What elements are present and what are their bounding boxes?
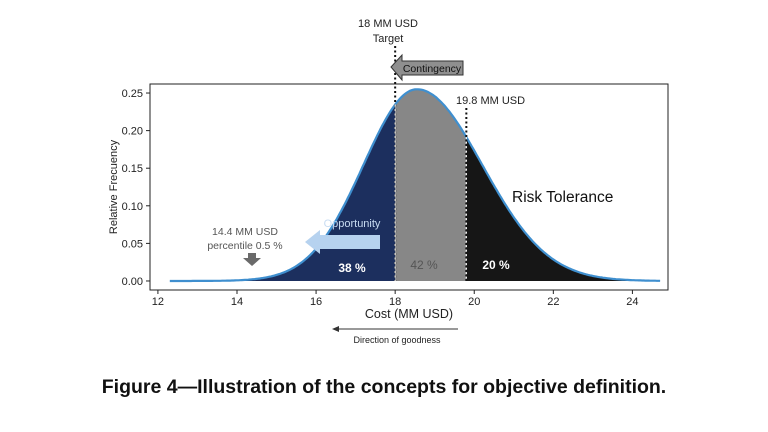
x-tick-label: 12: [152, 296, 164, 308]
axis-ticks: 12 14 16 18 20 22 24 0.00 0.05 0.10 0.15 0.20 0.25: [122, 88, 639, 308]
risk-limit-label: 19.8 MM USD: [456, 95, 525, 107]
x-tick-label: 22: [547, 296, 559, 308]
chart: 12 14 16 18 20 22 24 0.00 0.05 0.10 0.15 0.20 0.25 R…: [108, 18, 669, 345]
target-value-label: 18 MM USD: [358, 18, 418, 30]
target-label: Target: [373, 33, 404, 45]
y-tick-label: 0.20: [122, 126, 143, 138]
risk-tolerance-label: Risk Tolerance: [512, 189, 613, 206]
percentile-marker-icon: [243, 253, 261, 266]
x-tick-label: 18: [389, 296, 401, 308]
y-tick-label: 0.05: [122, 238, 143, 250]
contingency-region: [395, 89, 467, 281]
y-tick-label: 0.25: [122, 88, 143, 100]
figure-caption: Figure 4—Illustration of the concepts fo…: [101, 376, 667, 398]
direction-arrowhead: [332, 326, 339, 332]
opportunity-region: [169, 104, 396, 281]
opportunity-percent: 38 %: [338, 261, 366, 275]
y-tick-label: 0.10: [122, 201, 143, 213]
y-tick-label: 0.00: [122, 276, 143, 288]
direction-label: Direction of goodness: [353, 335, 441, 345]
contingency-arrow: [390, 53, 464, 82]
y-tick-label: 0.15: [122, 163, 143, 175]
opportunity-label: Opportunity: [324, 218, 381, 230]
risk-percent: 20 %: [482, 258, 510, 272]
opportunity-arrow: [305, 230, 380, 254]
percentile-value-label: 14.4 MM USD: [212, 226, 278, 238]
contingency-label: Contingency: [403, 63, 462, 75]
distribution-curve: [169, 88, 661, 283]
x-axis-label: Cost (MM USD): [365, 307, 453, 321]
x-tick-label: 24: [626, 296, 638, 308]
marker-lines: [394, 46, 468, 281]
contingency-percent: 42 %: [410, 258, 438, 272]
risk-tolerance-region: [466, 137, 661, 281]
y-axis-label: Relative Frecuency: [108, 139, 120, 234]
x-tick-label: 14: [231, 296, 243, 308]
percentile-label: percentile 0.5 %: [207, 240, 282, 252]
x-tick-label: 16: [310, 296, 322, 308]
plot-frame: [149, 83, 669, 291]
x-tick-label: 20: [468, 296, 480, 308]
distribution-regions: [169, 89, 661, 281]
